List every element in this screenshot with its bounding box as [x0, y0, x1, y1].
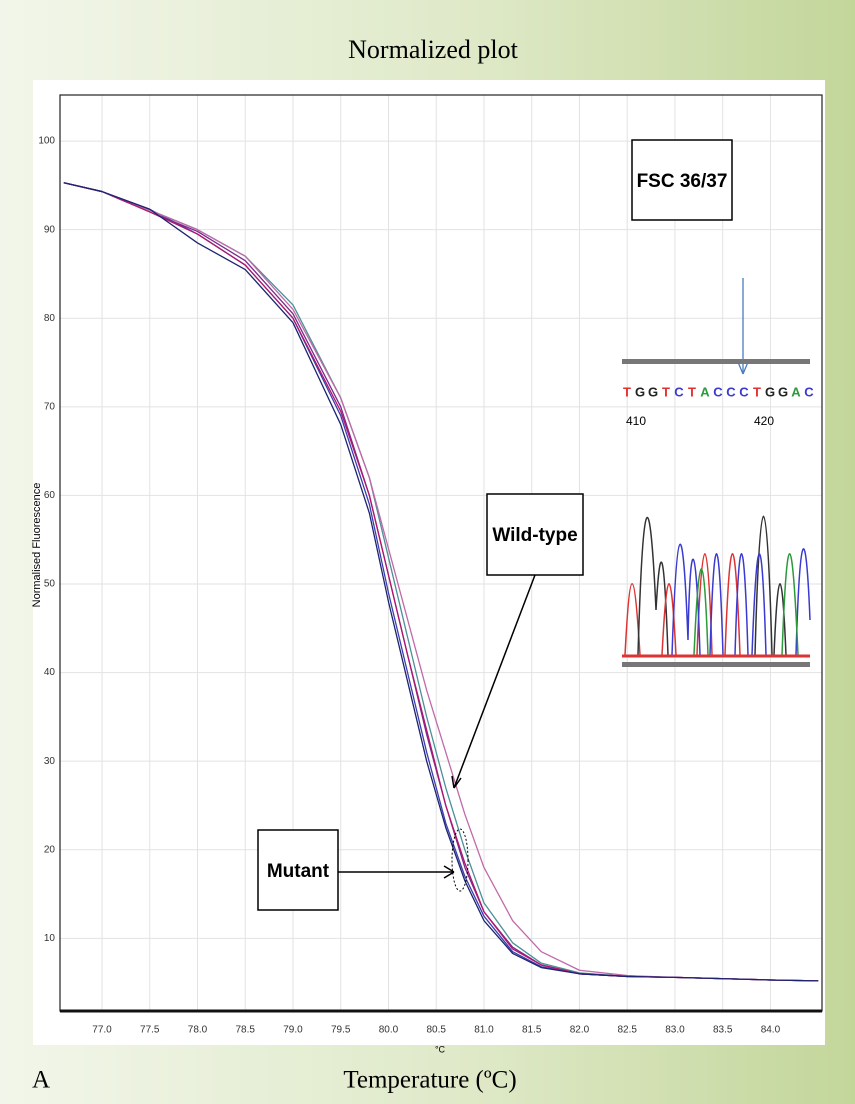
base-letter: A	[791, 384, 801, 399]
y-tick-label: 30	[44, 756, 56, 767]
annotation-box	[257, 829, 339, 911]
annotation: Mutant	[267, 861, 330, 882]
y-tick-label: 90	[44, 224, 56, 235]
annotation: Wild-type	[492, 525, 577, 546]
y-tick-label: 20	[44, 844, 56, 855]
base-letter: C	[804, 384, 814, 399]
base-letter: G	[635, 384, 645, 399]
arrow-head	[451, 775, 462, 789]
base-letter: G	[778, 384, 788, 399]
curves	[63, 182, 819, 982]
annotation-box	[486, 493, 584, 576]
chart-title: Normalized plot	[348, 35, 518, 64]
x-tick-label: 77.5	[140, 1025, 160, 1036]
y-tick-label: 100	[38, 136, 55, 147]
inset-bar	[622, 359, 810, 364]
annotation-arrow	[453, 574, 536, 789]
base-letter: G	[648, 384, 658, 399]
x-tick-label: 79.5	[331, 1025, 351, 1036]
base-letter: G	[765, 384, 775, 399]
y-tick-label: 40	[44, 667, 56, 678]
x-tick-label: 84.0	[761, 1025, 781, 1036]
x-axis-label: Temperature (ºC)	[343, 1067, 516, 1094]
melt-curve	[63, 182, 819, 982]
x-tick-label: 83.0	[665, 1025, 685, 1036]
base-letter: C	[726, 384, 736, 399]
panel-label: A	[32, 1067, 50, 1094]
x-tick-label: 82.5	[617, 1025, 637, 1036]
x-tick-label: 80.0	[379, 1025, 399, 1036]
x-tick-label: 80.5	[426, 1025, 446, 1036]
position-label: 410	[626, 414, 646, 428]
y-axis-label: Normalised Fluorescence	[31, 483, 43, 608]
x-tick-label: 81.5	[522, 1025, 542, 1036]
position-label: 420	[754, 414, 774, 428]
annotation: FSC 36/37	[637, 171, 728, 192]
grid	[60, 95, 822, 1011]
base-letter: T	[688, 384, 696, 399]
y-tick-label: 60	[44, 490, 56, 501]
trace	[671, 543, 811, 656]
x-tick-label: 78.0	[188, 1025, 208, 1036]
y-tick-label: 10	[44, 933, 56, 944]
trace	[637, 515, 787, 656]
base-letter: T	[753, 384, 761, 399]
x-tick-label: 82.0	[570, 1025, 590, 1036]
x-tick-label: 83.5	[713, 1025, 733, 1036]
base-letter: T	[662, 384, 670, 399]
base-letter: C	[739, 384, 749, 399]
trace	[693, 553, 799, 656]
y-tick-label: 50	[44, 579, 56, 590]
base-letter: T	[623, 384, 631, 399]
base-letter: A	[700, 384, 710, 399]
y-tick-label: 70	[44, 401, 56, 412]
x-tick-label: 78.5	[236, 1025, 256, 1036]
x-unit-label: °C	[435, 1044, 446, 1054]
x-tick-label: 81.0	[474, 1025, 494, 1036]
highlight-ellipse	[451, 828, 469, 892]
x-tick-label: 79.0	[283, 1025, 303, 1036]
plot-panel	[33, 80, 825, 1045]
base-letter: C	[674, 384, 684, 399]
annotation-box	[631, 139, 733, 221]
base-letter: C	[713, 384, 723, 399]
trace	[624, 583, 641, 656]
melt-curve	[63, 182, 819, 982]
inset-bar	[622, 662, 810, 667]
ticks: 77.0 77.5 78.0 78.5 79.0 79.5 80.0 80.5 81.0 81.5…	[38, 136, 780, 1036]
x-tick-label: 77.0	[92, 1025, 112, 1036]
y-tick-label: 80	[44, 313, 56, 324]
